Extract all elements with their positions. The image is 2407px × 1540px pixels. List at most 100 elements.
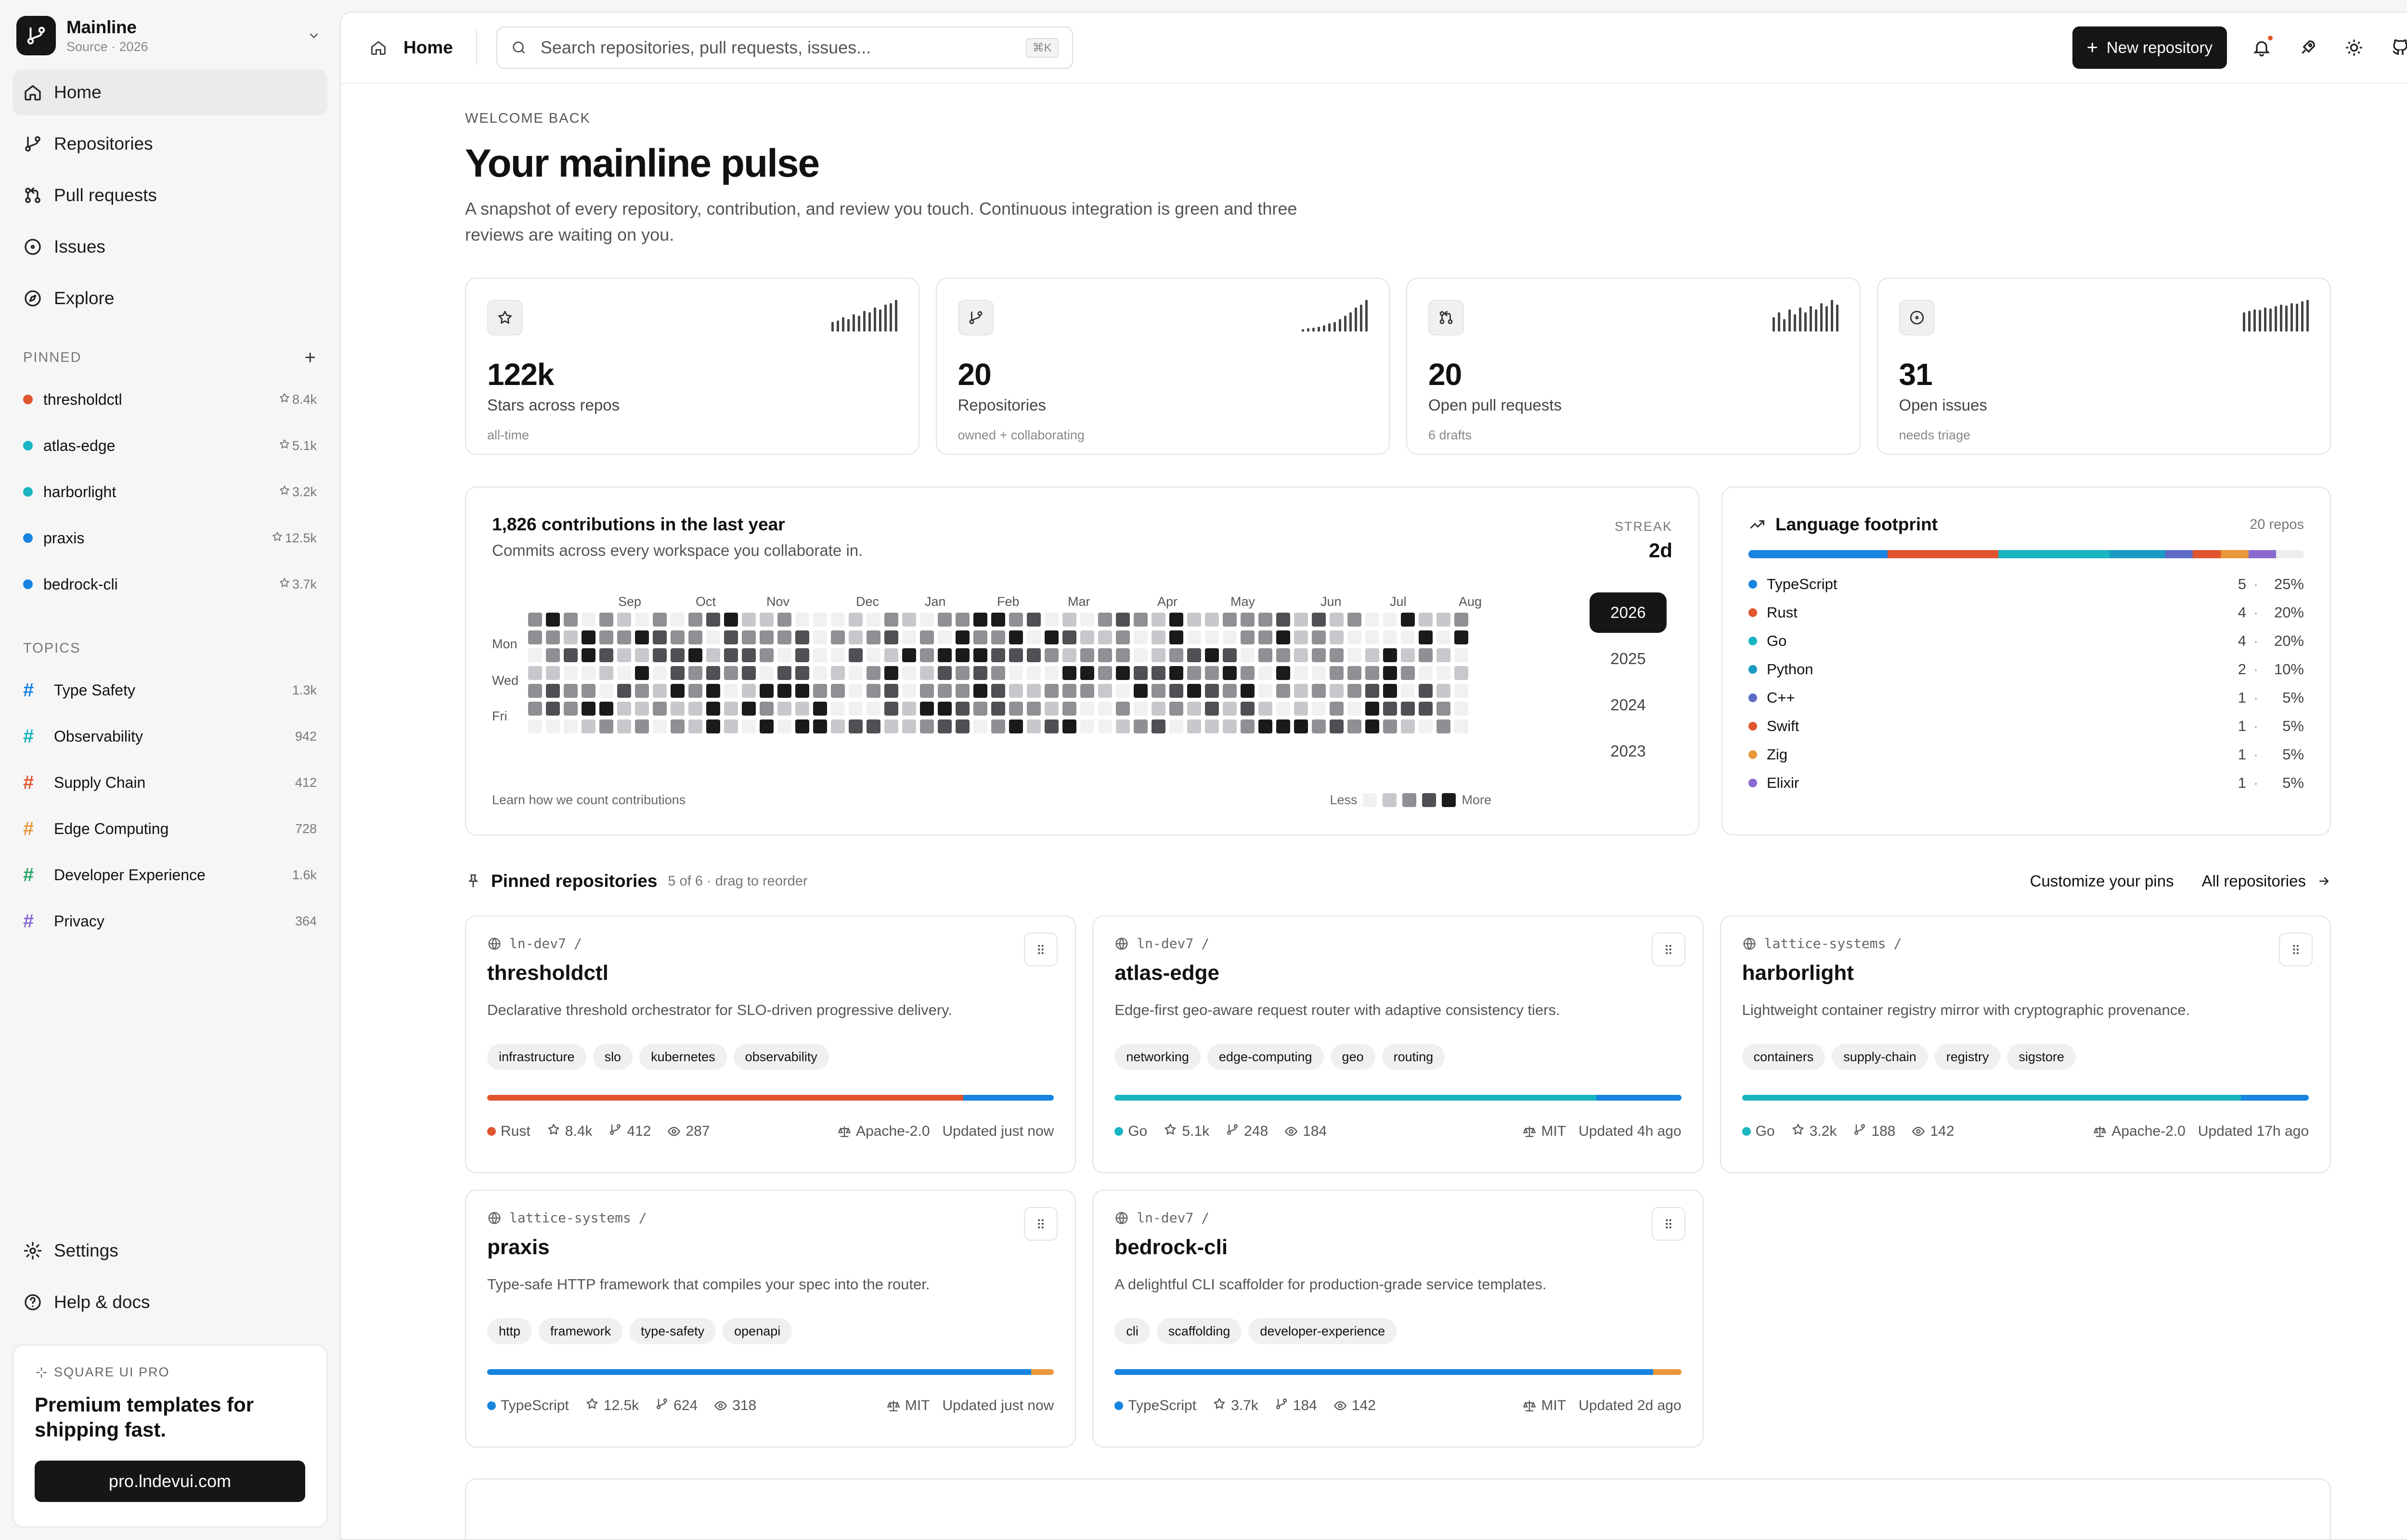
heatmap-cell[interactable] [956,613,970,627]
heatmap-cell[interactable] [1134,648,1148,662]
topic-item[interactable]: # Developer Experience 1.6k [13,852,327,898]
heatmap-cell[interactable] [902,684,916,698]
heatmap-cell[interactable] [920,684,934,698]
heatmap-cell[interactable] [1152,666,1165,680]
heatmap-cell[interactable] [1169,613,1183,627]
heatmap-cell[interactable] [546,613,560,627]
heatmap-cell[interactable] [831,666,845,680]
heatmap-cell[interactable] [1169,719,1183,733]
heatmap-cell[interactable] [1294,613,1308,627]
topic-tag[interactable]: observability [733,1044,829,1070]
heatmap-cell[interactable] [1205,684,1219,698]
heatmap-cell[interactable] [1294,666,1308,680]
heatmap-cell[interactable] [528,648,542,662]
heatmap-cell[interactable] [831,702,845,716]
heatmap-cell[interactable] [1152,648,1165,662]
heatmap-cell[interactable] [1187,684,1201,698]
heatmap-cell[interactable] [1223,613,1237,627]
heatmap-cell[interactable] [1312,719,1326,733]
heatmap-cell[interactable] [706,630,720,644]
heatmap-cell[interactable] [902,630,916,644]
heatmap-cell[interactable] [564,648,578,662]
heatmap-cell[interactable] [1080,684,1094,698]
heatmap-cell[interactable] [671,613,685,627]
nav-item-issues[interactable]: Issues [13,224,327,270]
repo-name[interactable]: thresholdctl [487,961,608,985]
heatmap-cell[interactable] [564,719,578,733]
heatmap-cell[interactable] [1045,613,1059,627]
heatmap-cell[interactable] [777,613,791,627]
repo-card[interactable]: ln-dev7 / atlas-edge Edge-first geo-awar… [1092,915,1704,1173]
heatmap-cell[interactable] [1152,684,1165,698]
heatmap-cell[interactable] [582,684,595,698]
heatmap-cell[interactable] [1383,702,1397,716]
heatmap-cell[interactable] [1258,648,1272,662]
heatmap-cell[interactable] [724,702,738,716]
heatmap-cell[interactable] [1062,613,1076,627]
heatmap-cell[interactable] [564,702,578,716]
heatmap-cell[interactable] [1454,613,1468,627]
pinned-item-bedrock-cli[interactable]: bedrock-cli 3.7k [13,561,327,607]
repo-stars[interactable]: 3.2k [1791,1123,1837,1140]
heatmap-cell[interactable] [1027,684,1041,698]
heatmap-cell[interactable] [1330,648,1344,662]
heatmap-cell[interactable] [1258,666,1272,680]
heatmap-cell[interactable] [653,684,667,698]
topic-tag[interactable]: slo [593,1044,633,1070]
heatmap-cell[interactable] [1347,613,1361,627]
heatmap-cell[interactable] [742,613,756,627]
repo-stars[interactable]: 8.4k [547,1123,592,1140]
heatmap-cell[interactable] [795,702,809,716]
drag-handle-icon[interactable] [1651,1207,1685,1241]
heatmap-cell[interactable] [831,719,845,733]
heatmap-cell[interactable] [599,613,613,627]
heatmap-cell[interactable] [1116,666,1130,680]
topic-tag[interactable]: type-safety [629,1318,716,1344]
heatmap-cell[interactable] [1312,648,1326,662]
heatmap-cell[interactable] [956,684,970,698]
heatmap-cell[interactable] [1098,648,1112,662]
heatmap-cell[interactable] [582,702,595,716]
heatmap-cell[interactable] [1241,630,1255,644]
heatmap-cell[interactable] [938,630,952,644]
heatmap-cell[interactable] [831,648,845,662]
heatmap-cell[interactable] [867,702,880,716]
heatmap-cell[interactable] [1347,684,1361,698]
heatmap-cell[interactable] [938,719,952,733]
heatmap-cell[interactable] [1116,684,1130,698]
heatmap-cell[interactable] [1169,702,1183,716]
heatmap-cell[interactable] [1045,702,1059,716]
heatmap-cell[interactable] [564,666,578,680]
repo-forks[interactable]: 188 [1853,1123,1895,1140]
github-icon[interactable] [2377,25,2407,71]
heatmap-cell[interactable] [599,684,613,698]
topic-tag[interactable]: containers [1742,1044,1825,1070]
heatmap-cell[interactable] [706,684,720,698]
heatmap-cell[interactable] [724,666,738,680]
heatmap-cell[interactable] [742,666,756,680]
heatmap-cell[interactable] [1419,613,1433,627]
heatmap-cell[interactable] [1223,684,1237,698]
heatmap-cell[interactable] [617,613,631,627]
heatmap-cell[interactable] [1276,666,1290,680]
heatmap-cell[interactable] [813,630,827,644]
repo-card[interactable]: lattice-systems / praxis Type-safe HTTP … [465,1190,1076,1448]
heatmap-cell[interactable] [742,684,756,698]
heatmap-cell[interactable] [742,648,756,662]
heatmap-cell[interactable] [724,613,738,627]
heatmap-cell[interactable] [1312,702,1326,716]
heatmap-cell[interactable] [1454,648,1468,662]
repo-card[interactable]: ln-dev7 / thresholdctl Declarative thres… [465,915,1076,1173]
heatmap-cell[interactable] [724,684,738,698]
heatmap-cell[interactable] [1276,719,1290,733]
heatmap-cell[interactable] [546,666,560,680]
heatmap-cell[interactable] [1365,666,1379,680]
heatmap-cell[interactable] [1045,630,1059,644]
new-repository-button[interactable]: + New repository [2072,26,2227,69]
heatmap-cell[interactable] [599,719,613,733]
heatmap-cell[interactable] [1169,684,1183,698]
repo-forks[interactable]: 248 [1226,1123,1268,1140]
heatmap-cell[interactable] [1383,719,1397,733]
heatmap-cell[interactable] [973,630,987,644]
topic-tag[interactable]: infrastructure [487,1044,586,1070]
